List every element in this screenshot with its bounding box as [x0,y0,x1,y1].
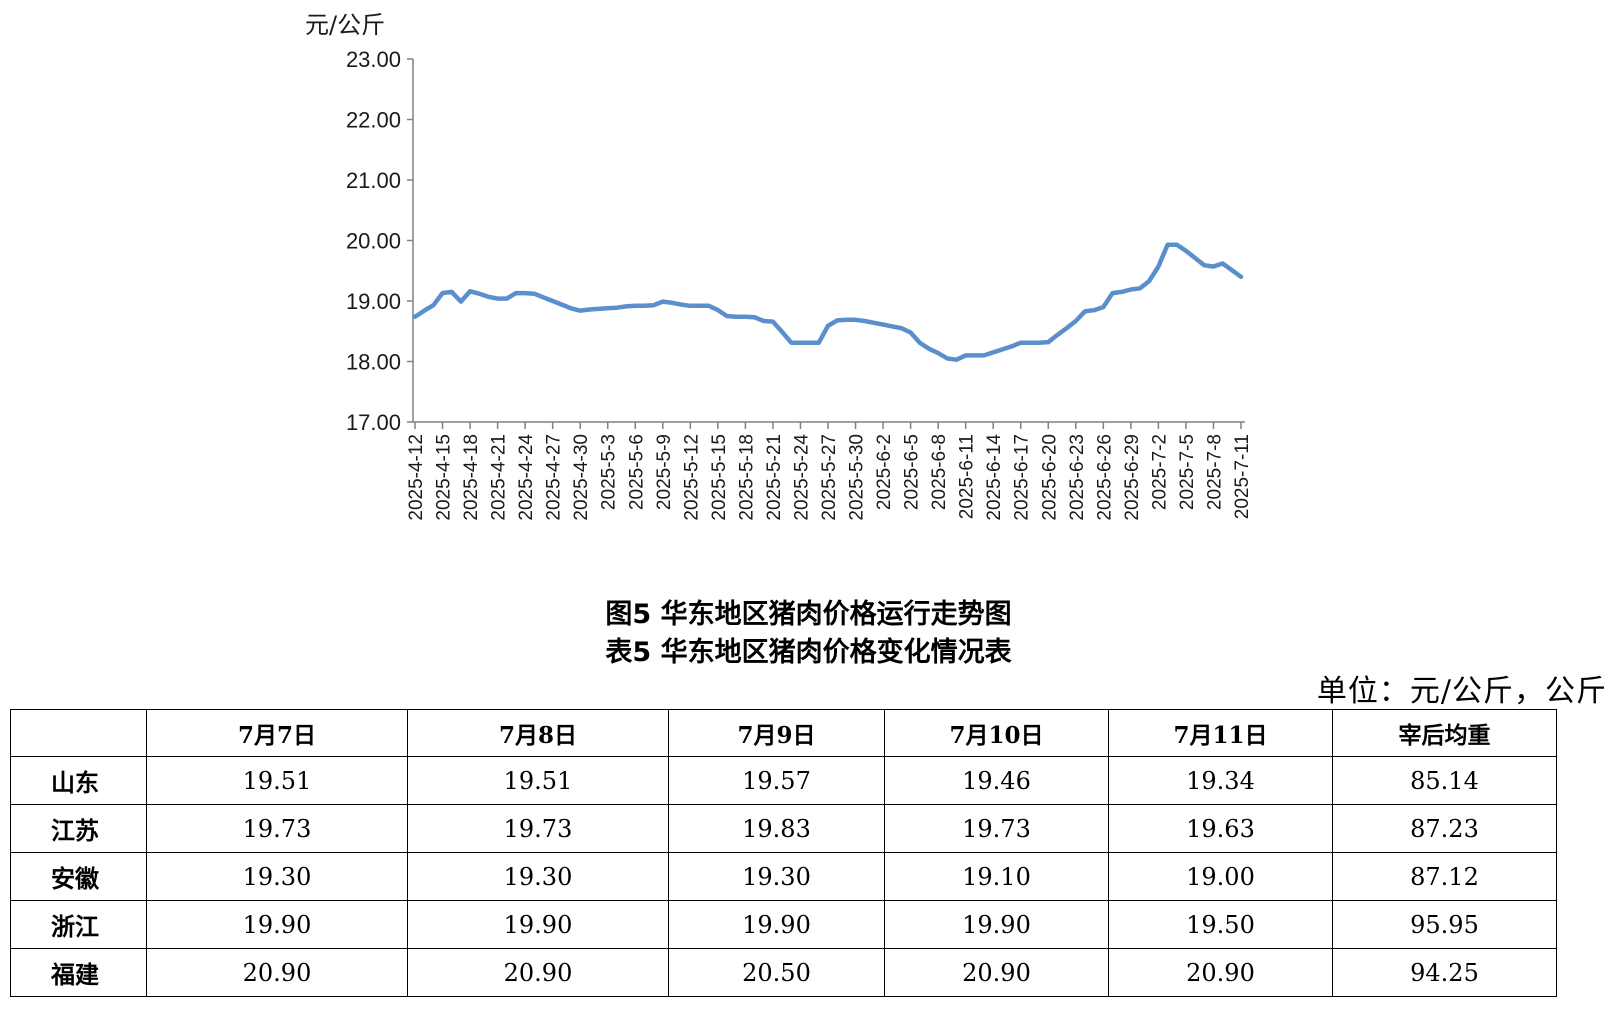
table-row: 浙江 19.90 19.90 19.90 19.90 19.50 95.95 [10,900,1557,949]
table-header-cell: 7月8日 [407,709,669,757]
x-tick-label: 2025-4-24 [516,434,537,521]
price-cell: 19.83 [668,804,885,853]
x-tick-label: 2025-6-23 [1067,434,1088,521]
x-tick-label: 2025-5-21 [764,434,785,521]
x-tick-label: 2025-7-2 [1149,434,1170,510]
table-row: 安徽 19.30 19.30 19.30 19.10 19.00 87.12 [10,852,1557,901]
table-row: 福建 20.90 20.90 20.50 20.90 20.90 94.25 [10,948,1557,997]
x-axis-ticks: 2025-4-12 2025-4-15 2025-4-18 2025-4-21 2025… [406,422,1253,521]
price-cell: 19.73 [884,804,1109,853]
province-cell: 安徽 [10,852,147,901]
weight-cell: 94.25 [1332,948,1557,997]
x-tick-label: 2025-6-26 [1094,434,1115,521]
x-tick-label: 2025-6-5 [902,434,923,510]
x-tick-label: 2025-6-11 [957,434,978,519]
price-cell: 20.90 [884,948,1109,997]
x-tick-label: 2025-6-14 [984,434,1005,521]
price-cell: 19.90 [668,900,885,949]
price-cell: 20.50 [668,948,885,997]
weight-cell: 85.14 [1332,756,1557,805]
table-header-cell: 7月10日 [884,709,1109,757]
price-cell: 19.34 [1108,756,1333,805]
province-cell: 浙江 [10,900,147,949]
x-tick-label: 2025-5-27 [819,434,840,521]
x-tick-label: 2025-5-6 [626,434,647,510]
table-unit-note: 单位：元/公斤，公斤 [1316,674,1607,709]
table-row: 江苏 19.73 19.73 19.83 19.73 19.63 87.23 [10,804,1557,853]
price-cell: 19.46 [884,756,1109,805]
price-trend-chart: 元/公斤 23.00 22.00 21.00 20.00 19.00 18.00 17.00… [305,11,1253,521]
price-cell: 19.90 [407,900,669,949]
chart-axes [412,59,1245,423]
weight-cell: 95.95 [1332,900,1557,949]
table-header-cell: 7月9日 [668,709,885,757]
x-tick-label: 2025-4-27 [544,434,565,521]
price-cell: 19.90 [884,900,1109,949]
y-tick-label: 21.00 [346,168,401,193]
y-tick-label: 19.00 [346,289,401,314]
price-cell: 19.51 [146,756,408,805]
price-cell: 20.90 [407,948,669,997]
weight-cell: 87.12 [1332,852,1557,901]
x-tick-label: 2025-4-21 [489,434,510,521]
x-tick-label: 2025-7-8 [1204,434,1225,510]
y-axis-unit-label: 元/公斤 [305,11,385,39]
y-tick-label: 17.00 [346,410,401,435]
y-tick-label: 18.00 [346,350,401,375]
x-tick-label: 2025-4-15 [434,434,455,521]
table-header-cell: 7月11日 [1108,709,1333,757]
x-tick-label: 2025-7-11 [1232,434,1253,519]
x-tick-label: 2025-5-18 [736,434,757,521]
price-cell: 19.73 [407,804,669,853]
province-cell: 山东 [10,756,147,805]
table-header-cell: 7月7日 [146,709,408,757]
x-tick-label: 2025-6-8 [929,434,950,510]
series-line [412,242,1244,362]
x-tick-label: 2025-6-17 [1012,434,1033,521]
price-cell: 19.50 [1108,900,1333,949]
price-cell: 19.00 [1108,852,1333,901]
x-tick-label: 2025-4-18 [461,434,482,521]
x-tick-label: 2025-5-15 [709,434,730,521]
x-tick-label: 2025-7-5 [1177,434,1198,510]
x-tick-label: 2025-6-29 [1122,434,1143,521]
y-axis-ticks: 23.00 22.00 21.00 20.00 19.00 18.00 17.00 [346,47,413,435]
price-cell: 20.90 [146,948,408,997]
y-tick-label: 22.00 [346,108,401,133]
province-cell: 福建 [10,948,147,997]
table-header-cell [10,709,147,757]
table-title: 表5 华东地区猪肉价格变化情况表 [605,637,1012,668]
chart-title: 图5 华东地区猪肉价格运行走势图 [605,599,1012,630]
table-header-row: 7月7日 7月8日 7月9日 7月10日 7月11日 宰后均重 [10,709,1557,757]
x-tick-label: 2025-5-24 [791,434,812,521]
x-tick-label: 2025-5-3 [599,434,620,510]
price-cell: 19.90 [146,900,408,949]
price-cell: 19.30 [668,852,885,901]
price-cell: 19.51 [407,756,669,805]
x-tick-label: 2025-4-30 [571,434,592,521]
table-header-cell: 宰后均重 [1332,709,1557,757]
price-table: 7月7日 7月8日 7月9日 7月10日 7月11日 宰后均重 山东 19.51… [10,709,1557,997]
x-tick-label: 2025-5-30 [847,434,868,521]
y-tick-label: 20.00 [346,229,401,254]
province-cell: 江苏 [10,804,147,853]
x-tick-label: 2025-6-2 [874,434,895,510]
x-tick-label: 2025-5-9 [654,434,675,510]
weight-cell: 87.23 [1332,804,1557,853]
x-tick-label: 2025-5-12 [681,434,702,521]
x-tick-label: 2025-6-20 [1039,434,1060,521]
price-cell: 19.30 [146,852,408,901]
price-cell: 19.57 [668,756,885,805]
price-cell: 19.10 [884,852,1109,901]
x-tick-label: 2025-4-12 [406,434,427,521]
price-cell: 19.30 [407,852,669,901]
price-cell: 19.73 [146,804,408,853]
price-cell: 19.63 [1108,804,1333,853]
y-tick-label: 23.00 [346,47,401,72]
table-row: 山东 19.51 19.51 19.57 19.46 19.34 85.14 [10,756,1557,805]
price-cell: 20.90 [1108,948,1333,997]
